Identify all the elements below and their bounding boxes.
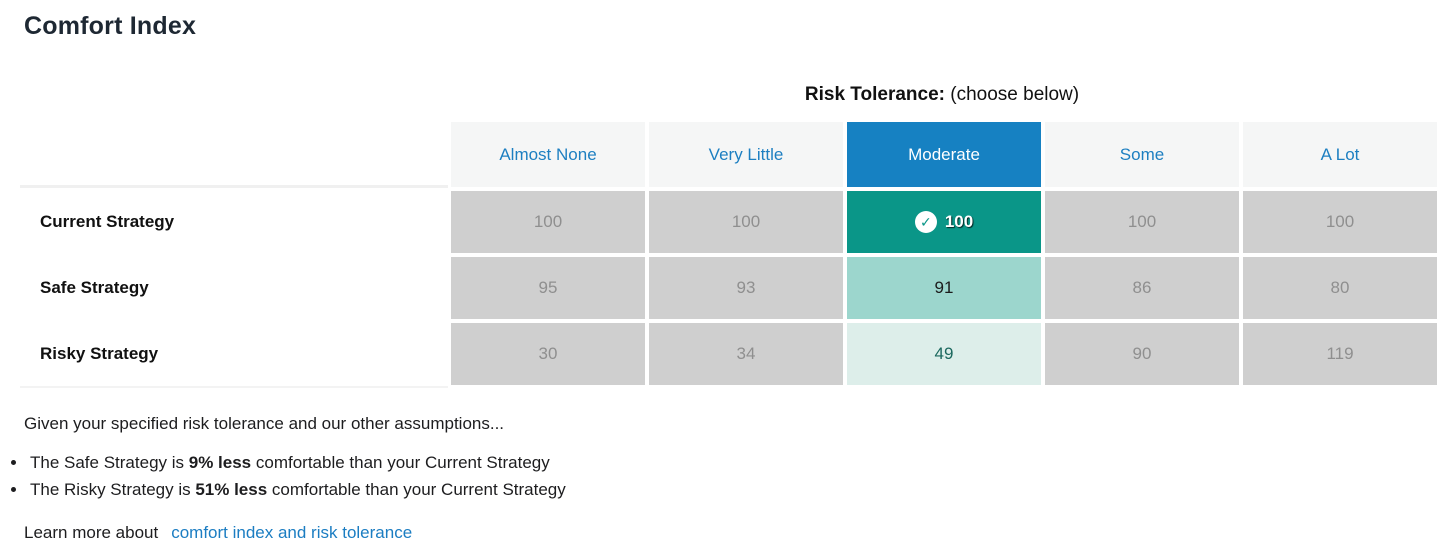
comfort-cell-current-a-lot: 100 — [1243, 191, 1437, 253]
comfort-cell-risky-moderate-selected: 49 — [847, 323, 1041, 385]
summary-bullet-risky-emphasis: 51% less — [195, 480, 268, 499]
learn-more-label: Learn more about — [24, 523, 159, 542]
table-corner-spacer — [2, 122, 447, 187]
summary-bullet-list: The Safe Strategy is 9% less comfortable… — [12, 449, 566, 503]
comfort-cell-safe-very-little: 93 — [649, 257, 843, 319]
check-icon: ✓ — [914, 211, 937, 233]
risk-tolerance-heading-bold: Risk Tolerance: — [804, 84, 945, 105]
comfort-cell-risky-a-lot: 119 — [1243, 323, 1437, 385]
comfort-cell-risky-some: 90 — [1045, 323, 1239, 385]
risk-tolerance-option-moderate-selected[interactable]: Moderate — [847, 122, 1041, 187]
learn-more-link[interactable]: comfort index and risk tolerance — [171, 523, 413, 542]
comfort-value: 100 — [944, 212, 974, 231]
risk-tolerance-option-a-lot[interactable]: A Lot — [1243, 122, 1437, 187]
comfort-cell-current-very-little: 100 — [649, 191, 843, 253]
risk-tolerance-option-some[interactable]: Some — [1045, 122, 1239, 187]
summary-bullet-safe-emphasis: 9% less — [188, 453, 252, 472]
summary-bullet-risky: The Risky Strategy is 51% less comfortab… — [28, 476, 566, 503]
comfort-cell-current-some: 100 — [1045, 191, 1239, 253]
comfort-cell-current-moderate-selected: ✓ 100 — [847, 191, 1041, 253]
comfort-cell-risky-very-little: 34 — [649, 323, 843, 385]
row-label-risky-strategy: Risky Strategy — [2, 323, 447, 385]
comfort-cell-safe-a-lot: 80 — [1243, 257, 1437, 319]
risk-tolerance-heading-rest: (choose below) — [944, 84, 1080, 105]
comfort-cell-safe-moderate-selected: 91 — [847, 257, 1041, 319]
page-title: Comfort Index — [24, 12, 197, 40]
comfort-index-table: Almost None Very Little Moderate Some A … — [2, 122, 1437, 385]
comfort-cell-risky-almost-none: 30 — [451, 323, 645, 385]
risk-tolerance-option-almost-none[interactable]: Almost None — [451, 122, 645, 187]
row-label-safe-strategy: Safe Strategy — [2, 257, 447, 319]
summary-intro: Given your specified risk tolerance and … — [24, 414, 505, 433]
summary-bullet-safe: The Safe Strategy is 9% less comfortable… — [28, 449, 566, 476]
comfort-cell-current-almost-none: 100 — [451, 191, 645, 253]
risk-tolerance-option-very-little[interactable]: Very Little — [649, 122, 843, 187]
learn-more-row: Learn more about comfort index and risk t… — [24, 523, 412, 543]
row-label-current-strategy: Current Strategy — [2, 191, 447, 253]
label-column-bottom-divider — [20, 386, 448, 388]
comfort-cell-safe-some: 86 — [1045, 257, 1239, 319]
risk-tolerance-heading: Risk Tolerance: (choose below) — [447, 84, 1437, 106]
label-column-top-divider — [20, 185, 448, 188]
comfort-cell-safe-almost-none: 95 — [451, 257, 645, 319]
